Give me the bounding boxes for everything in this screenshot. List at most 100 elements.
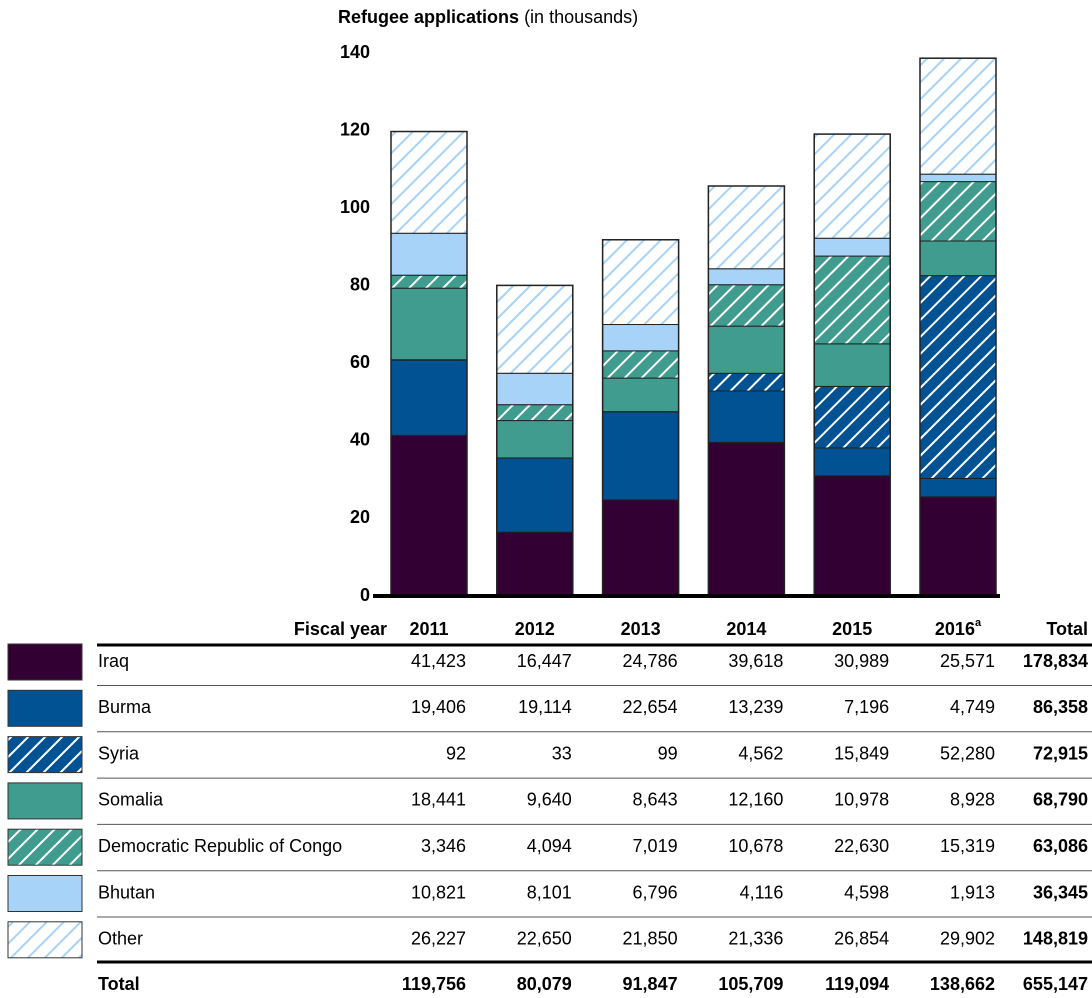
bar-segment [602,350,680,379]
x-axis-label: Fiscal year [294,619,387,639]
x-tick-label: 2011 [409,619,448,639]
row-label: Somalia [98,790,164,810]
title-main: Refugee applications [338,7,519,27]
cell-value: 4,094 [527,836,572,856]
row-label: Bhutan [98,882,155,902]
cell-value: 4,116 [740,882,784,902]
x-tick-label: 2012 [515,619,555,639]
bar-segment [390,434,468,597]
category-label: 2012 [515,619,555,639]
legend-swatch [7,643,83,681]
bar-segment [813,343,891,387]
bar-segment [813,133,891,239]
cell-value: 15,319 [940,836,995,856]
bar-segment [813,255,891,345]
total-row-label: Total [98,974,140,994]
cell-value: 30,989 [834,651,889,671]
bar-segment [707,372,785,392]
cell-value: 4,598 [844,882,889,902]
cell-value: 41,423 [411,651,466,671]
y-tick-label: 0 [360,585,370,605]
cell-value: 8,928 [950,790,995,810]
x-tick-label: 2016a [935,617,982,639]
category-footnote: a [975,617,982,629]
cell-value: 4,562 [738,743,783,763]
bar-segment [813,475,891,597]
category-label: 2013 [621,619,661,639]
cell-value: 18,441 [411,790,466,810]
column-total: 119,756 [402,974,466,994]
bar-segment [602,324,680,352]
bar-segment [813,237,891,257]
cell-value: 10,978 [834,790,889,810]
bar-segment [919,477,997,498]
cell-value: 9,640 [527,790,572,810]
column-total: 105,709 [718,974,783,994]
category-label: 2016 [935,619,975,639]
row-total: 72,915 [1033,743,1088,763]
y-tick-label: 20 [350,507,370,527]
y-tick-label: 80 [350,274,370,294]
x-tick-label: 2013 [621,619,661,639]
cell-value: 33 [552,743,572,763]
bar-segment [496,404,574,422]
bar-segment [496,284,574,374]
cell-value: 21,336 [728,929,783,949]
row-label: Other [98,929,143,949]
bar-segment [390,274,468,289]
cell-value: 13,239 [728,697,783,717]
column-total: 138,662 [930,974,995,994]
legend-swatch [7,921,83,959]
legend-swatch [7,828,83,866]
category-label: 2011 [409,619,448,639]
row-label: Iraq [98,651,129,671]
legend-swatch [7,875,83,912]
legend-swatch [7,736,83,774]
row-total: 36,345 [1033,882,1088,902]
bar-segment [602,239,680,326]
title-note: (in thousands) [524,7,638,27]
cell-value: 19,114 [518,697,572,717]
bar-segment [390,232,468,276]
cell-value: 8,101 [527,882,572,902]
cell-value: 92 [446,743,466,763]
cell-value: 24,786 [623,651,678,671]
cell-value: 7,019 [633,836,678,856]
row-label: Syria [98,743,140,763]
row-label: Burma [98,697,152,717]
x-tick-label: 2014 [726,619,766,639]
total-header: Total [1046,619,1088,639]
cell-value: 3,346 [421,836,466,856]
cell-value: 6,796 [633,882,678,902]
bar-segment [707,441,785,597]
row-total: 178,834 [1023,651,1088,671]
cell-value: 99 [658,743,678,763]
cell-value: 7,196 [844,697,889,717]
category-label: 2015 [832,619,872,639]
row-total: 68,790 [1033,790,1088,810]
row-total: 86,358 [1033,697,1088,717]
bar-segment [919,275,997,479]
bar-segment [919,496,997,597]
bar-segment [919,240,997,277]
bar-segment [919,173,997,183]
row-total: 148,819 [1023,929,1088,949]
bar-segment [390,131,468,234]
bar-segment [707,185,785,270]
cell-value: 22,650 [517,929,572,949]
cell-value: 25,571 [940,651,995,671]
cell-value: 26,227 [411,929,466,949]
x-tick-label: 2015 [832,619,872,639]
column-total: 80,079 [517,974,572,994]
bar-segment [707,390,785,443]
category-label: 2014 [726,619,766,639]
bar-segment [496,457,574,533]
cell-value: 26,854 [834,929,889,949]
bar-segment [496,372,574,406]
y-tick-label: 140 [340,42,370,62]
y-tick-label: 100 [340,197,370,217]
cell-value: 10,821 [411,882,466,902]
legend-swatch [7,782,83,820]
bar-segment [496,531,574,597]
grand-total: 655,147 [1023,974,1088,994]
